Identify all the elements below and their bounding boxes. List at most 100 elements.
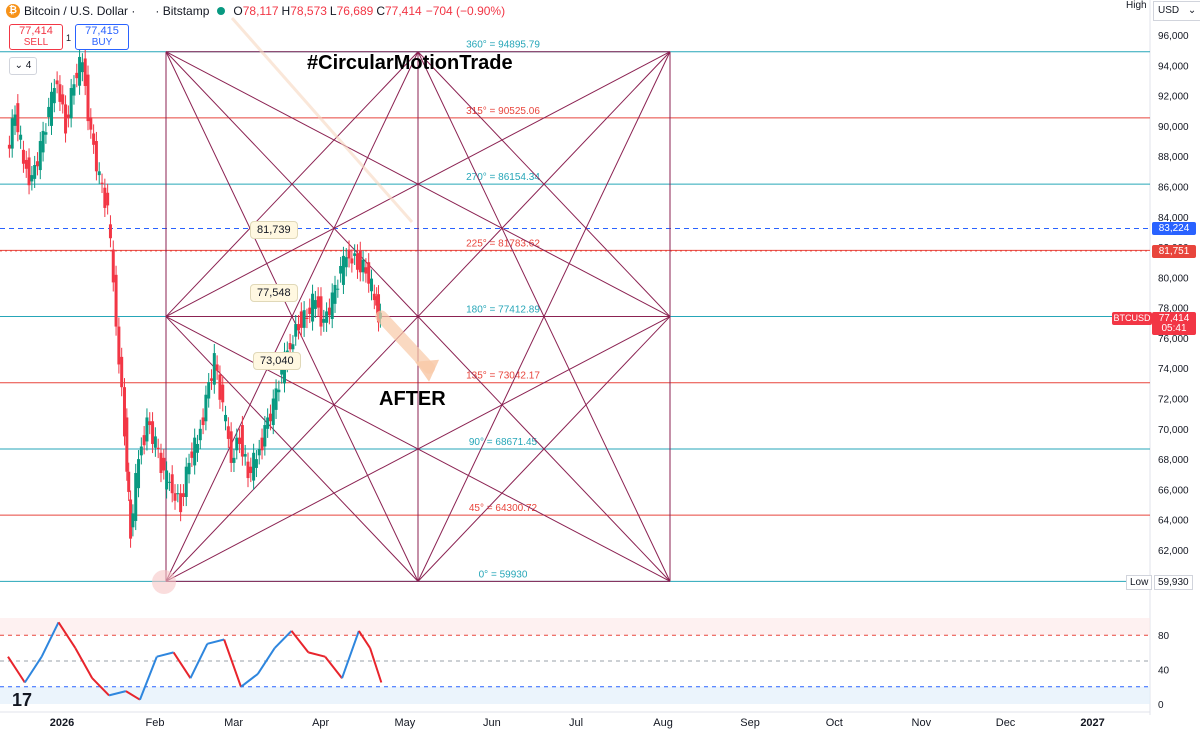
candle-body bbox=[151, 421, 155, 444]
candle-body bbox=[221, 384, 225, 403]
callout-81739[interactable]: 81,739 bbox=[250, 221, 298, 239]
open-label: O bbox=[233, 4, 243, 18]
x-tick-label: Aug bbox=[653, 717, 673, 729]
candle-body bbox=[325, 311, 329, 323]
candle-body bbox=[167, 481, 171, 483]
y-tick-label: 88,000 bbox=[1158, 152, 1189, 163]
candle-body bbox=[103, 187, 107, 208]
indicators-toggle[interactable]: ⌄ 4 bbox=[9, 57, 37, 75]
stoch-k-segment bbox=[369, 647, 383, 683]
stoch-k-segment bbox=[273, 630, 293, 649]
candle-body bbox=[100, 182, 104, 184]
candle-body bbox=[249, 466, 253, 474]
candle-body bbox=[92, 133, 96, 145]
open-value: 78,117 bbox=[242, 4, 279, 18]
candle-body bbox=[19, 134, 23, 140]
candle-body bbox=[173, 493, 177, 501]
candle-body bbox=[131, 513, 135, 528]
stoch-y-tick: 40 bbox=[1158, 666, 1170, 677]
buy-price: 77,415 bbox=[85, 25, 119, 37]
callout-73040[interactable]: 73,040 bbox=[253, 352, 301, 370]
candle-body bbox=[330, 292, 334, 320]
buy-button[interactable]: 77,415 BUY bbox=[75, 24, 129, 50]
candle-body bbox=[125, 417, 129, 472]
projection-arrow-head bbox=[415, 359, 440, 382]
gann-square-line bbox=[165, 316, 419, 582]
x-tick-label: Sep bbox=[740, 717, 760, 729]
level-label: 0° = 59930 bbox=[479, 569, 528, 580]
y-tick-label: 62,000 bbox=[1158, 546, 1189, 557]
candle-body bbox=[201, 417, 205, 426]
candle-body bbox=[129, 499, 133, 539]
candle-body bbox=[55, 80, 59, 85]
candle-body bbox=[353, 253, 357, 256]
candle-body bbox=[240, 425, 244, 457]
price-badge-blue: 83,224 bbox=[1152, 222, 1196, 235]
candle-body bbox=[257, 449, 261, 456]
symbol-name[interactable]: Bitcoin / U.S. Dollar · bbox=[24, 4, 136, 18]
candle-body bbox=[235, 437, 239, 451]
candle-body bbox=[184, 466, 188, 497]
candle-body bbox=[52, 88, 56, 104]
stoch-k-segment bbox=[324, 656, 343, 679]
currency-selector[interactable]: USD ⌄ bbox=[1153, 1, 1200, 21]
level-label: 135° = 73042.17 bbox=[466, 371, 540, 382]
level-label: 270° = 86154.34 bbox=[466, 172, 540, 183]
candle-body bbox=[218, 374, 222, 400]
stoch-k-segment bbox=[290, 630, 310, 654]
candle-body bbox=[316, 296, 320, 308]
after-annotation: AFTER bbox=[379, 388, 446, 410]
candle-body bbox=[319, 296, 323, 327]
stoch-k-segment bbox=[240, 673, 259, 688]
candle-body bbox=[145, 417, 149, 442]
candle-body bbox=[83, 58, 87, 86]
candle-body bbox=[370, 278, 374, 292]
callout-77548[interactable]: 77,548 bbox=[250, 284, 298, 302]
chevron-down-icon: ⌄ bbox=[14, 60, 24, 71]
candle-body bbox=[35, 161, 39, 167]
stoch-k-segment bbox=[108, 690, 127, 697]
candle-body bbox=[229, 431, 233, 463]
y-tick-label: 94,000 bbox=[1158, 61, 1189, 72]
y-tick-label: 80,000 bbox=[1158, 273, 1189, 284]
y-tick-label: 78,000 bbox=[1158, 304, 1189, 315]
candle-body bbox=[94, 141, 98, 172]
candle-body bbox=[38, 141, 42, 171]
stoch-k-segment bbox=[341, 630, 360, 679]
candle-body bbox=[336, 288, 340, 290]
candle-body bbox=[148, 421, 152, 426]
candle-body bbox=[311, 293, 315, 322]
y-tick-label: 70,000 bbox=[1158, 425, 1189, 436]
candle-body bbox=[47, 106, 51, 118]
chart-title-annotation: #CircularMotionTrade bbox=[307, 52, 513, 74]
sell-button[interactable]: 77,414 SELL bbox=[9, 24, 63, 50]
level-label: 180° = 77412.89 bbox=[466, 305, 540, 316]
tradingview-logo: 17 bbox=[12, 690, 33, 710]
stoch-y-tick: 80 bbox=[1158, 631, 1170, 642]
exchange-name: · Bitstamp bbox=[155, 4, 210, 18]
candle-body bbox=[294, 324, 298, 337]
candle-body bbox=[246, 461, 250, 479]
candle-body bbox=[355, 253, 359, 270]
candle-body bbox=[156, 447, 160, 450]
y-tick-label: 68,000 bbox=[1158, 455, 1189, 466]
candle-body bbox=[64, 104, 68, 134]
candle-body bbox=[114, 274, 118, 327]
symbol-header: ₿ Bitcoin / U.S. Dollar · · Bitstamp O 78… bbox=[0, 0, 505, 22]
candle-body bbox=[347, 249, 351, 259]
candle-body bbox=[27, 157, 31, 186]
level-label: 360° = 94895.79 bbox=[466, 40, 540, 51]
low-label: L bbox=[329, 4, 337, 18]
candle-body bbox=[372, 293, 376, 301]
candle-body bbox=[333, 284, 337, 304]
change-value: −704 (−0.90%) bbox=[425, 4, 506, 18]
stoch-k-segment bbox=[358, 630, 371, 649]
stoch-k-segment bbox=[125, 690, 141, 701]
candle-body bbox=[50, 91, 54, 126]
buy-label: BUY bbox=[91, 37, 113, 48]
candle-body bbox=[291, 344, 295, 350]
y-tick-label: 66,000 bbox=[1158, 485, 1189, 496]
candle-body bbox=[176, 493, 180, 495]
